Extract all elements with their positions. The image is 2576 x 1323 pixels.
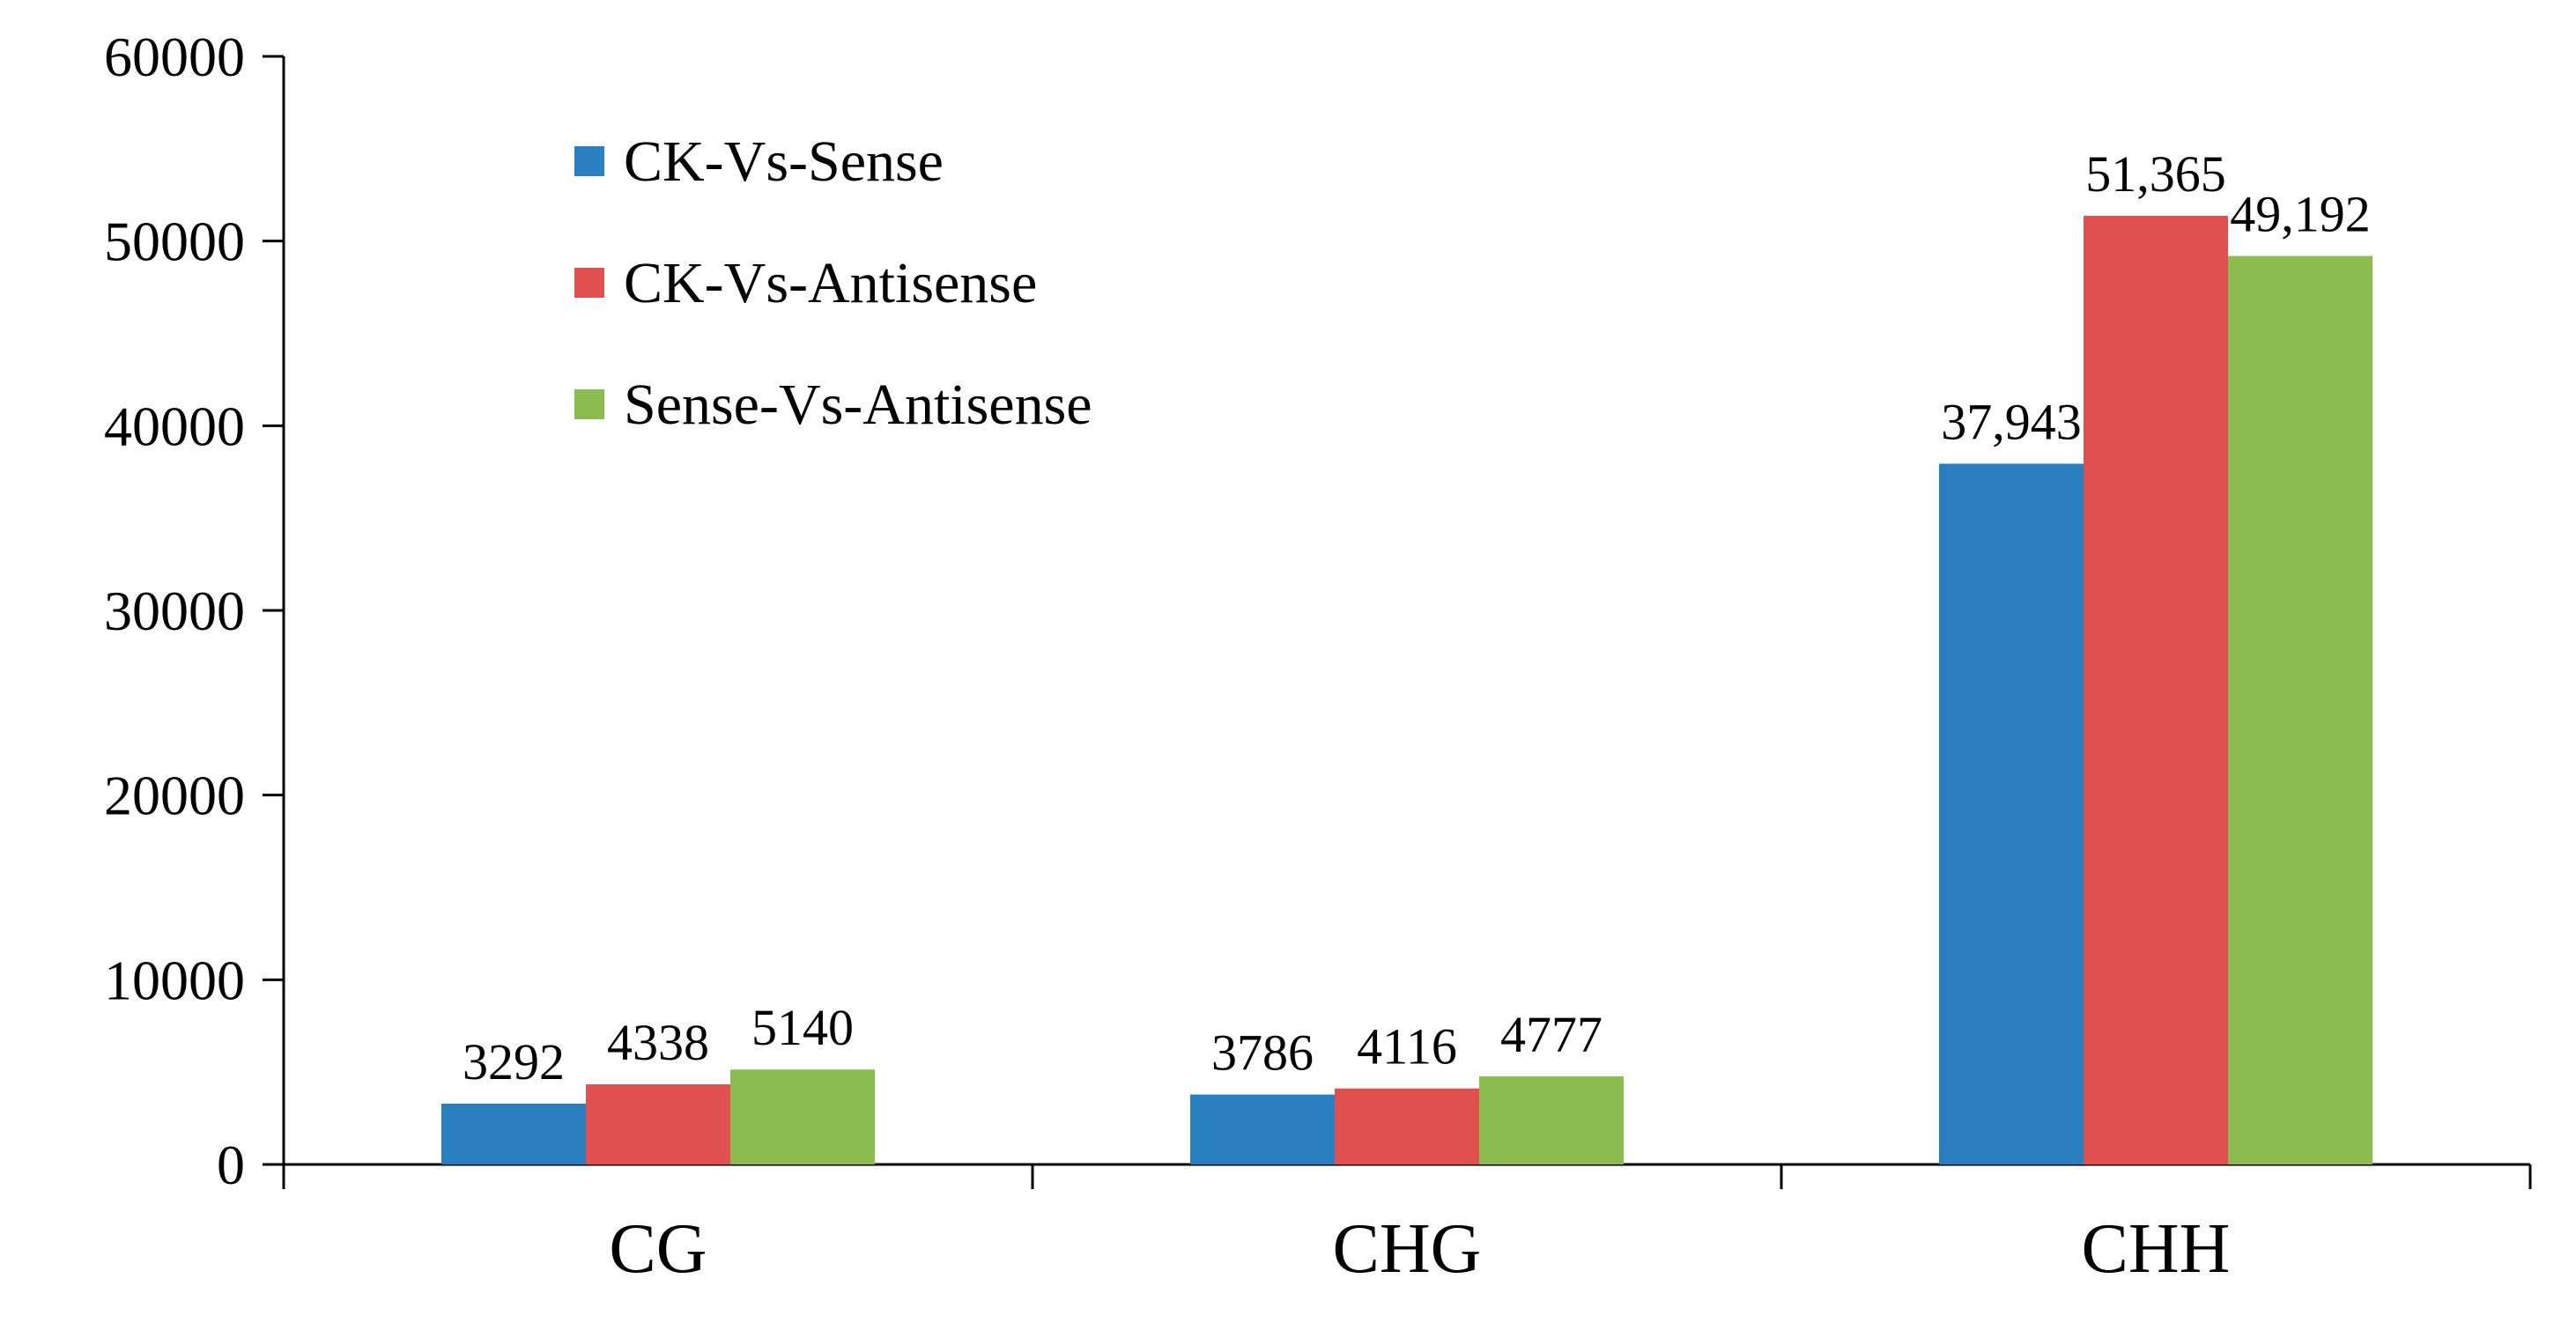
y-tick-label: 40000 bbox=[104, 395, 245, 457]
bar-sense-vs-antisense-cg bbox=[730, 1069, 875, 1164]
bar-sense-vs-antisense-chh bbox=[2228, 255, 2372, 1165]
bar-ck-vs-antisense-chh bbox=[2084, 216, 2228, 1165]
y-tick-label: 0 bbox=[217, 1134, 245, 1196]
legend-swatch bbox=[574, 268, 604, 298]
data-label: 49,192 bbox=[2230, 186, 2371, 243]
legend-label: Sense-Vs-Antisense bbox=[624, 373, 1092, 437]
data-label: 3292 bbox=[463, 1033, 565, 1090]
y-tick-label: 10000 bbox=[104, 949, 245, 1011]
x-tick-label: CHH bbox=[2082, 1210, 2231, 1288]
x-tick-label: CG bbox=[609, 1210, 707, 1288]
y-tick-label: 50000 bbox=[104, 211, 245, 273]
y-tick-label: 20000 bbox=[104, 765, 245, 827]
bar-ck-vs-antisense-cg bbox=[586, 1084, 730, 1164]
bar-sense-vs-antisense-chg bbox=[1479, 1075, 1624, 1164]
data-label: 3786 bbox=[1211, 1024, 1314, 1082]
data-label: 51,365 bbox=[2085, 145, 2226, 203]
data-label: 4338 bbox=[607, 1014, 709, 1071]
y-tick-label: 60000 bbox=[104, 26, 245, 88]
legend: CK-Vs-Sense CK-Vs-Antisense Sense-Vs-Antis… bbox=[574, 129, 1092, 437]
data-label: 4777 bbox=[1500, 1006, 1603, 1063]
bar-ck-vs-sense-chg bbox=[1190, 1094, 1335, 1164]
legend-label: CK-Vs-Antisense bbox=[624, 251, 1037, 315]
axes: 0 10000 20000 30000 40000 50000 60000 CG CHG CHH bbox=[104, 26, 2532, 1288]
data-labels: 3292 3786 37,943 4338 4116 51,365 5140 4777 49,1… bbox=[463, 145, 2371, 1090]
bar-ck-vs-sense-cg bbox=[441, 1103, 586, 1164]
legend-swatch bbox=[574, 146, 604, 176]
bar-ck-vs-sense-chh bbox=[1939, 463, 2084, 1164]
legend-label: CK-Vs-Sense bbox=[624, 129, 944, 194]
bars bbox=[441, 216, 2372, 1165]
y-tick-label: 30000 bbox=[104, 580, 245, 642]
data-label: 4116 bbox=[1357, 1018, 1457, 1075]
x-tick-label: CHG bbox=[1333, 1210, 1482, 1288]
legend-swatch bbox=[574, 389, 604, 419]
data-label: 37,943 bbox=[1941, 393, 2082, 450]
data-label: 5140 bbox=[751, 999, 854, 1056]
bar-ck-vs-antisense-chg bbox=[1335, 1088, 1479, 1164]
